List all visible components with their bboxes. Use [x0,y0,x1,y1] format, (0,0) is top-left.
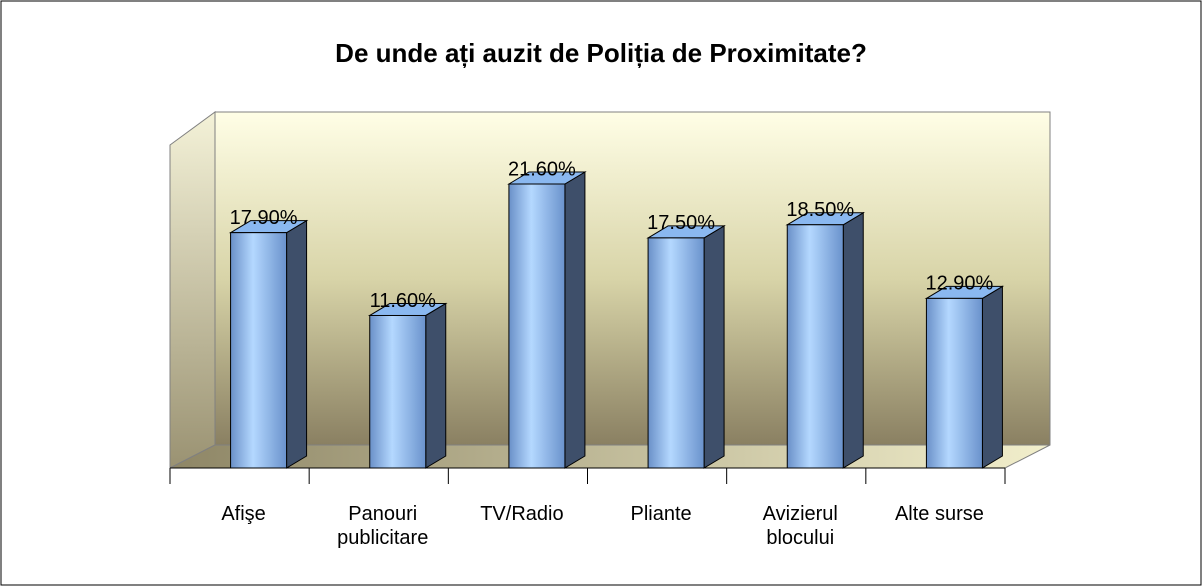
bar-face [703,225,725,469]
chart-title: De unde ați auzit de Poliția de Proximit… [335,38,867,68]
x-tick-label: Panouri publicitare [337,503,429,549]
bar-face [369,314,427,469]
bar-face [981,285,1003,469]
bar [507,171,587,469]
value-label: 17.50% [647,212,715,234]
value-label: 17.90% [230,207,298,229]
bar-face [508,183,566,469]
x-tick-label: Avizierul blocului [762,503,838,549]
bar [785,211,866,469]
value-label: 21.60% [508,158,576,180]
bar [924,285,1005,469]
bar-face [786,224,844,469]
bar-face [647,237,705,469]
x-tick-label: Alte surse [894,503,984,525]
back-wall [214,111,1051,446]
value-label: 12.90% [925,273,993,295]
bar-face [564,171,586,469]
bar-face [286,219,308,469]
x-tick-label: Afişe [221,503,266,525]
bar [367,302,448,469]
bar-face [842,211,864,469]
side-wall [169,111,216,469]
bar [646,225,726,469]
x-tick-label: TV/Radio [480,503,564,525]
bar [228,219,309,469]
value-label: 11.60% [370,290,437,312]
bar-face [925,297,983,469]
value-label: 18.50% [786,199,854,221]
bar-face [230,232,288,469]
x-tick-label: Pliante [630,503,692,525]
bar-face [425,302,447,469]
